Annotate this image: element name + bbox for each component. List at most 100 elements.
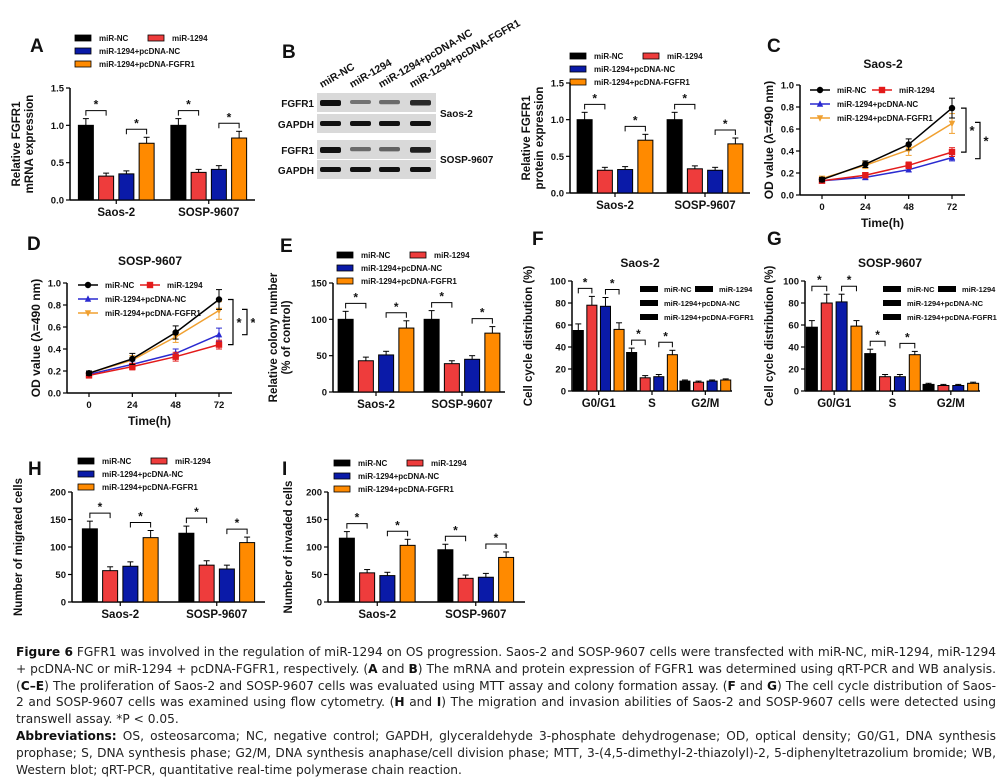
bracket-line (346, 523, 368, 529)
marker-circle (85, 370, 93, 377)
marker-circle (818, 176, 826, 183)
legend-label: miR-1294 (175, 457, 211, 466)
significance-bracket: * (485, 531, 507, 549)
legend-swatch (74, 47, 92, 55)
bar (357, 360, 374, 393)
y-tick-label: 200 (306, 488, 322, 499)
legend-item: miR-1294+pcDNA-FGFR1 (640, 313, 754, 322)
blot-row: FGFR1 (281, 140, 436, 159)
caption-panel-descriptions: (A and B) The mRNA and protein expressio… (16, 662, 996, 726)
bracket-line (658, 341, 673, 348)
legend-label: miR-1294+pcDNA-FGFR1 (594, 78, 690, 87)
blot-strip (317, 140, 436, 159)
series-line (88, 309, 220, 374)
legend-swatch (147, 34, 165, 42)
significance-star: * (480, 306, 485, 320)
figure-number: Figure 6 (16, 645, 73, 659)
legend-label: miR-1294+pcDNA-FGFR1 (664, 313, 754, 322)
bar (81, 528, 98, 603)
marker-square (948, 148, 956, 156)
y-tick-label: 1.5 (51, 84, 65, 95)
legend-label: miR-1294+pcDNA-FGFR1 (837, 114, 933, 123)
marker-square (215, 341, 223, 348)
legend-label: miR-1294+pcDNA-NC (837, 100, 918, 109)
significance-star: * (355, 511, 360, 525)
bar (686, 168, 703, 194)
panel-label: H (28, 459, 42, 480)
bracket-line (345, 302, 367, 309)
caption-text: ) The cell cycle distribution of Saos-2 … (16, 678, 997, 710)
bar (484, 332, 501, 393)
marker-triangle-up (905, 166, 912, 173)
series-line (821, 107, 953, 181)
series-line (88, 334, 220, 376)
legend-swatch (74, 34, 92, 42)
blot-band (379, 147, 400, 152)
legend-item: miR-1294+pcDNA-FGFR1 (78, 309, 201, 318)
bracket-line (185, 517, 208, 524)
marker-circle (862, 161, 869, 168)
y-tick-label: 40 (788, 343, 799, 354)
figure-title: FGFR1 was involved in the regulation of … (16, 645, 996, 676)
bar (952, 385, 965, 392)
significance-bracket: * (177, 98, 200, 116)
y-tick-label: 100 (550, 277, 566, 288)
legend-label: miR-1294+pcDNA-NC (664, 299, 741, 308)
legend-item: miR-NC (569, 52, 624, 61)
legend: miR-NC miR-1294 miR-1294+pcDNA-NC miR-1294+… (336, 251, 470, 286)
bar (637, 139, 654, 194)
significance-star: * (227, 110, 232, 124)
significance-bracket: * (975, 121, 989, 160)
bar (666, 354, 678, 392)
significance-bracket: * (811, 273, 828, 292)
series-mir-nc (818, 97, 956, 183)
significance-star: * (983, 134, 989, 149)
bar (338, 537, 355, 603)
blot-row: GAPDH (278, 114, 436, 133)
marker-square (129, 363, 136, 370)
legend-item: miR-1294+pcDNA-FGFR1 (77, 483, 198, 492)
x-tick-label: SOSP-9607 (674, 200, 735, 212)
bracket-line (811, 285, 828, 292)
legend-label: miR-NC (358, 459, 388, 468)
legend-swatch (642, 52, 660, 60)
bar (586, 304, 598, 392)
y-axis-label: OD value (λ=490 nm) (29, 279, 43, 397)
x-tick-label: Saos-2 (357, 399, 395, 411)
figure-caption: Figure 6 FGFR1 was involved in the regul… (16, 644, 996, 778)
legend-label: miR-1294+pcDNA-NC (105, 295, 186, 304)
panel-label: A (30, 36, 44, 57)
significance-star: * (905, 330, 910, 344)
legend-label: miR-1294+pcDNA-NC (99, 47, 180, 56)
y-tick-label: 100 (311, 315, 327, 326)
series-line (88, 298, 220, 374)
significance-star: * (583, 275, 588, 289)
bar (218, 568, 235, 603)
panel-ref: F (727, 678, 736, 693)
bar (596, 169, 613, 194)
bar (378, 354, 395, 393)
legend-swatch (569, 65, 587, 73)
y-tick-label: 0.2 (48, 367, 61, 378)
significance-star: * (723, 117, 728, 131)
blot-strip (317, 160, 436, 179)
panel-label: G (767, 229, 782, 250)
significance-bracket: * (431, 290, 453, 308)
legend-swatch (883, 286, 901, 292)
legend-swatch (333, 485, 351, 493)
bracket-line (125, 128, 148, 135)
legend-label: miR-1294 (172, 34, 208, 43)
bracket-line (624, 125, 646, 132)
bar (379, 575, 396, 603)
legend-swatch (938, 286, 956, 292)
panel-g: G SOSP-9607 miR-NC miR-1294 miR-1294+pcDNA-N… (755, 225, 1008, 420)
significance-star: * (98, 500, 103, 514)
bar (572, 330, 584, 392)
significance-bracket: * (386, 518, 409, 537)
